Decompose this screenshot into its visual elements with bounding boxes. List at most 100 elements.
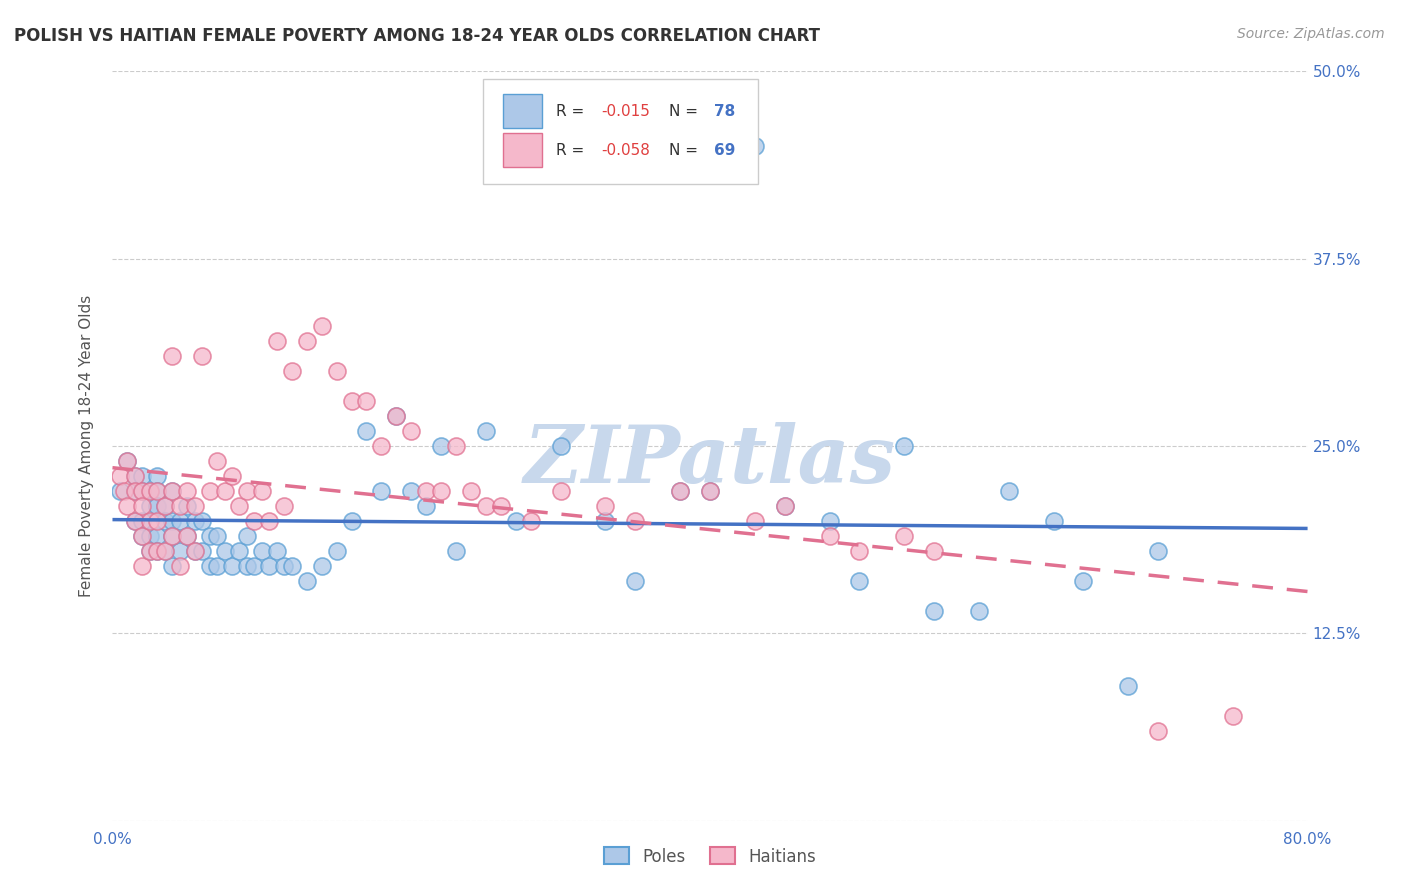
Point	[848, 544, 870, 558]
Point	[773, 499, 796, 513]
Point	[198, 558, 221, 573]
Point	[124, 483, 146, 498]
Point	[153, 544, 176, 558]
Point	[699, 483, 721, 498]
Point	[131, 469, 153, 483]
Point	[124, 514, 146, 528]
Point	[108, 483, 131, 498]
FancyBboxPatch shape	[503, 95, 541, 128]
Point	[281, 558, 304, 573]
Point	[415, 499, 437, 513]
Point	[311, 558, 333, 573]
Point	[385, 409, 408, 423]
Point	[401, 483, 423, 498]
Point	[117, 454, 139, 468]
Point	[922, 544, 945, 558]
Point	[489, 499, 512, 513]
Point	[967, 604, 990, 618]
Point	[595, 499, 617, 513]
Point	[1147, 544, 1170, 558]
Point	[131, 483, 153, 498]
Point	[205, 558, 228, 573]
Point	[205, 454, 228, 468]
Point	[139, 529, 162, 543]
Point	[183, 514, 205, 528]
Point	[460, 483, 482, 498]
Point	[183, 544, 205, 558]
Point	[340, 514, 363, 528]
Point	[153, 544, 176, 558]
Point	[131, 529, 153, 543]
Point	[475, 499, 498, 513]
Point	[114, 483, 135, 498]
Point	[236, 483, 259, 498]
Text: POLISH VS HAITIAN FEMALE POVERTY AMONG 18-24 YEAR OLDS CORRELATION CHART: POLISH VS HAITIAN FEMALE POVERTY AMONG 1…	[14, 27, 820, 45]
Point	[117, 499, 139, 513]
Point	[131, 529, 153, 543]
Point	[139, 544, 162, 558]
Point	[624, 574, 647, 588]
Point	[669, 483, 692, 498]
Point	[370, 483, 392, 498]
Point	[221, 469, 243, 483]
Point	[595, 514, 617, 528]
Point	[139, 514, 162, 528]
Point	[550, 483, 572, 498]
Point	[169, 558, 191, 573]
Point	[356, 424, 378, 438]
Point	[146, 529, 169, 543]
Point	[124, 514, 146, 528]
FancyBboxPatch shape	[484, 78, 758, 184]
Text: -0.015: -0.015	[602, 103, 650, 119]
Point	[848, 574, 870, 588]
Point	[281, 364, 304, 378]
Point	[176, 529, 198, 543]
Point	[273, 558, 295, 573]
Point	[1118, 679, 1140, 693]
Point	[139, 483, 162, 498]
Point	[1073, 574, 1095, 588]
Point	[124, 483, 146, 498]
Point	[162, 529, 183, 543]
Point	[744, 139, 766, 153]
Point	[214, 544, 236, 558]
Point	[139, 483, 162, 498]
Point	[191, 514, 214, 528]
Point	[124, 469, 146, 483]
Text: R =: R =	[555, 103, 589, 119]
Point	[893, 439, 915, 453]
Point	[744, 514, 766, 528]
Point	[922, 604, 945, 618]
Point	[669, 483, 692, 498]
Point	[998, 483, 1021, 498]
Point	[236, 558, 259, 573]
Point	[266, 334, 288, 348]
Point	[191, 349, 214, 363]
Point	[139, 499, 162, 513]
Point	[228, 499, 250, 513]
Point	[183, 499, 205, 513]
Point	[444, 544, 467, 558]
Point	[153, 514, 176, 528]
Point	[131, 483, 153, 498]
Point	[131, 558, 153, 573]
Point	[153, 499, 176, 513]
Point	[162, 483, 183, 498]
Text: N =: N =	[669, 103, 703, 119]
Point	[505, 514, 527, 528]
Point	[124, 469, 146, 483]
Point	[139, 544, 162, 558]
Text: -0.058: -0.058	[602, 143, 650, 158]
Point	[550, 439, 572, 453]
Point	[325, 364, 347, 378]
Point	[259, 514, 281, 528]
Point	[475, 424, 498, 438]
Point	[236, 529, 259, 543]
Text: 78: 78	[714, 103, 735, 119]
Point	[162, 349, 183, 363]
Point	[198, 483, 221, 498]
Point	[893, 529, 915, 543]
Point	[146, 499, 169, 513]
Text: R =: R =	[555, 143, 589, 158]
Point	[169, 544, 191, 558]
